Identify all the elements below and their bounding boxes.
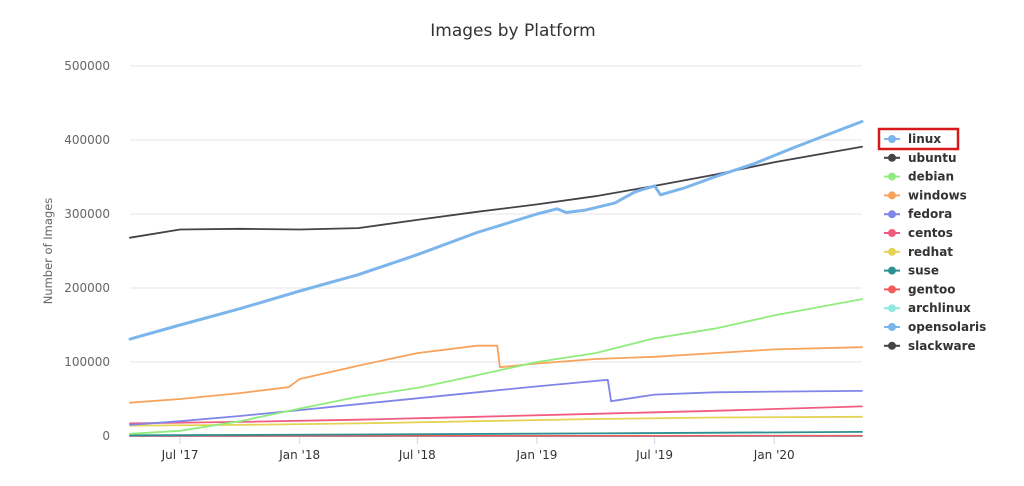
legend-item-windows[interactable]: windows: [884, 188, 967, 202]
series-line-linux: [128, 120, 864, 341]
x-axis: Jul '17 Jan '18 Jul '18 Jan '19 Jul '19 Jan '…: [130, 436, 862, 462]
legend-label: opensolaris: [908, 320, 986, 334]
chart-title: Images by Platform: [430, 21, 595, 41]
series-line-redhat: [129, 415, 863, 427]
legend-marker: [888, 210, 896, 219]
y-tick-label: 100000: [64, 355, 110, 369]
legend-marker: [888, 266, 896, 275]
legend-marker: [888, 247, 896, 256]
y-tick-label: 400000: [64, 133, 110, 147]
legend[interactable]: linux ubuntu debian windows fedora centos redh…: [877, 127, 986, 353]
legend-marker: [888, 172, 896, 181]
legend-label: archlinux: [908, 301, 971, 315]
legend-item-opensolaris[interactable]: opensolaris: [884, 320, 986, 334]
y-tick-label: 200000: [64, 281, 110, 295]
series-line-suse: [129, 431, 863, 437]
x-tick-label: Jan '20: [753, 448, 795, 462]
legend-item-redhat[interactable]: redhat: [884, 245, 953, 259]
gridlines: [130, 65, 862, 363]
legend-marker: [888, 153, 896, 162]
legend-item-fedora[interactable]: fedora: [884, 207, 952, 221]
legend-label: gentoo: [908, 282, 956, 296]
legend-marker: [888, 304, 896, 313]
legend-marker: [888, 285, 896, 294]
y-tick-label: 0: [102, 429, 110, 443]
legend-label: linux: [908, 132, 941, 146]
legend-label: redhat: [908, 245, 953, 259]
legend-marker: [888, 323, 896, 331]
legend-item-debian[interactable]: debian: [884, 170, 954, 184]
legend-item-slackware[interactable]: slackware: [884, 339, 976, 353]
legend-marker: [888, 135, 896, 143]
x-tick-label: Jan '19: [516, 448, 558, 462]
series-line-windows: [129, 344, 863, 404]
legend-item-linux[interactable]: linux: [877, 127, 960, 151]
y-tick-label: 300000: [64, 207, 110, 221]
x-tick-label: Jul '17: [161, 448, 199, 462]
legend-label: centos: [908, 226, 953, 240]
y-axis-label: Number of Images: [41, 198, 55, 305]
legend-label: suse: [908, 264, 939, 278]
legend-label: ubuntu: [908, 151, 957, 165]
legend-item-centos[interactable]: centos: [884, 226, 953, 240]
legend-highlight-box: [877, 127, 960, 151]
legend-item-archlinux[interactable]: archlinux: [884, 301, 971, 315]
legend-label: debian: [908, 170, 954, 184]
series-line-ubuntu: [129, 145, 863, 239]
legend-label: windows: [908, 188, 967, 202]
y-tick-label: 500000: [64, 59, 110, 73]
y-axis-ticks: 0 100000 200000 300000 400000 500000: [64, 59, 110, 443]
legend-item-gentoo[interactable]: gentoo: [884, 282, 956, 296]
legend-label: slackware: [908, 339, 976, 353]
x-tick-label: Jan '18: [278, 448, 320, 462]
legend-marker: [888, 229, 896, 237]
series-line-debian: [129, 298, 863, 435]
legend-item-ubuntu[interactable]: ubuntu: [884, 151, 957, 165]
legend-marker: [888, 341, 896, 350]
x-tick-label: Jul '18: [398, 448, 436, 462]
legend-item-suse[interactable]: suse: [884, 264, 939, 278]
series-lines: [128, 120, 864, 437]
series-line-fedora: [129, 378, 863, 426]
legend-marker: [888, 191, 896, 200]
x-tick-label: Jul '19: [635, 448, 673, 462]
legend-label: fedora: [908, 207, 952, 221]
